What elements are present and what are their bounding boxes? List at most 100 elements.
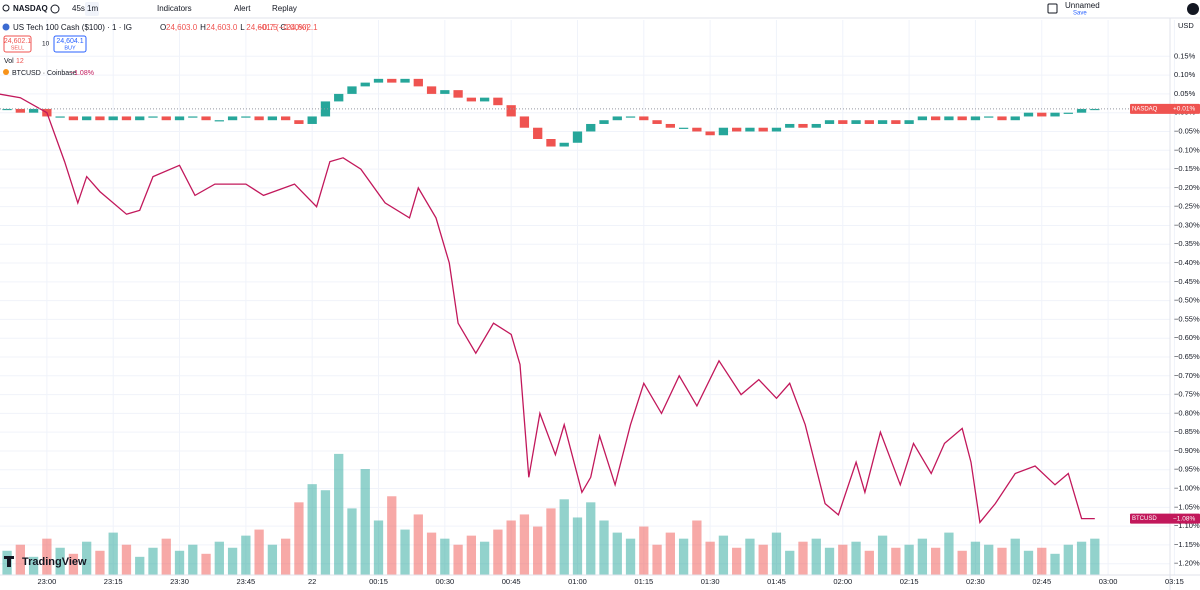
candle-body — [811, 123, 821, 128]
candle-body — [546, 139, 556, 147]
search-icon[interactable] — [2, 4, 10, 12]
candle-body — [798, 123, 808, 128]
volume-bar — [307, 484, 317, 575]
candle-body — [771, 127, 782, 132]
ohlc-key: C — [280, 23, 286, 32]
y-tick-label: −0.35% — [1174, 239, 1200, 248]
y-tick-label: −0.15% — [1174, 164, 1200, 173]
sell-price[interactable]: 24,602.1 — [4, 38, 31, 45]
volume-bar — [493, 529, 503, 575]
volume-bar — [135, 556, 145, 575]
currency[interactable]: USD — [1178, 21, 1194, 30]
y-tick-label: −0.75% — [1174, 390, 1200, 399]
candle-body — [254, 116, 264, 121]
candle-body — [612, 116, 622, 121]
x-tick-label: 02:45 — [1032, 577, 1051, 586]
sell-label[interactable]: SELL — [11, 45, 24, 51]
candle-body — [997, 116, 1007, 121]
y-tick-label: −0.45% — [1174, 277, 1200, 286]
volume-bar — [1010, 538, 1020, 575]
volume-bar — [811, 538, 821, 575]
buy-button[interactable] — [53, 35, 87, 53]
volume-bar — [28, 556, 39, 575]
candle-body — [705, 131, 715, 136]
badge-name: NASDAQ — [1132, 107, 1158, 113]
avatar[interactable] — [1187, 3, 1199, 15]
candle-body — [413, 78, 423, 87]
sell-button[interactable] — [3, 35, 32, 53]
candle-body — [692, 127, 702, 132]
symbol[interactable]: NASDAQ — [13, 4, 48, 13]
volume-bar — [546, 508, 556, 575]
candle-body — [453, 90, 463, 98]
candle-body — [586, 123, 596, 132]
x-tick-label: 01:00 — [568, 577, 587, 586]
buy-label[interactable]: BUY — [64, 45, 76, 51]
grid — [0, 20, 1175, 575]
x-tick-label: 00:15 — [369, 577, 388, 586]
volume-bar — [82, 541, 92, 575]
volume-bar — [519, 514, 530, 575]
y-tick-label: −0.30% — [1174, 220, 1200, 229]
candle-body — [1050, 112, 1060, 117]
candle-body — [108, 116, 118, 121]
indicators-button[interactable]: Indicators — [157, 4, 192, 13]
candle-body — [1063, 112, 1073, 114]
interval[interactable]: 45s — [72, 4, 85, 13]
volume-bar — [400, 529, 410, 575]
volume-bar — [678, 538, 689, 575]
price-badge — [1130, 513, 1200, 524]
volume-bar — [957, 550, 967, 575]
candle-body — [320, 101, 331, 117]
volume-bar — [42, 538, 52, 575]
y-tick-label: −0.20% — [1174, 183, 1200, 192]
volume-bar — [95, 550, 105, 575]
candle-body — [652, 120, 662, 124]
volume-bar — [161, 538, 171, 575]
volume-bar — [479, 541, 490, 575]
volume-bar — [214, 541, 224, 575]
candle-body — [479, 97, 490, 102]
volume-bar — [970, 541, 981, 575]
volume-bar — [440, 538, 450, 575]
volume-bar — [108, 532, 118, 575]
save-status[interactable]: Save — [1073, 11, 1087, 17]
y-tick-label: −0.85% — [1174, 427, 1200, 436]
volume-bar — [15, 544, 25, 575]
volume-bar — [68, 553, 79, 575]
layout-name[interactable]: Unnamed — [1065, 1, 1100, 10]
y-tick-label: −0.90% — [1174, 446, 1200, 455]
alert-button[interactable]: Alert — [234, 4, 251, 13]
candle-body — [174, 116, 185, 121]
buy-price[interactable]: 24,604.1 — [56, 38, 83, 45]
interval[interactable]: 1m — [87, 4, 98, 13]
candle-body — [95, 116, 105, 121]
candle-body — [466, 97, 477, 102]
volume-bar — [745, 538, 755, 575]
volume-bar — [891, 547, 901, 575]
layout-icon[interactable] — [1047, 3, 1058, 14]
volume-bar — [917, 538, 928, 575]
compare-name: BTCUSD · Coinbase — [12, 70, 77, 77]
candle-body — [745, 127, 755, 132]
x-tick-label: 01:45 — [767, 577, 786, 586]
y-tick-label: 0.15% — [1174, 51, 1196, 60]
candle-body — [267, 116, 278, 121]
x-tick-label: 01:15 — [634, 577, 653, 586]
axes: 0.15%0.10%0.05%0.00%−0.05%−0.10%−0.15%−0… — [37, 51, 1200, 586]
x-tick-label: 01:30 — [701, 577, 720, 586]
candle-body — [785, 123, 795, 128]
volume-bar — [188, 544, 198, 575]
candle-body — [440, 90, 450, 94]
candle-body — [519, 116, 530, 128]
y-tick-label: −1.00% — [1174, 484, 1200, 493]
y-tick-label: 0.05% — [1174, 89, 1196, 98]
candle-body — [824, 120, 835, 124]
add-symbol[interactable] — [50, 4, 60, 14]
replay-button[interactable]: Replay — [272, 4, 297, 13]
volume-bar — [705, 541, 715, 575]
y-tick-label: −0.95% — [1174, 465, 1200, 474]
vol-value: 12 — [16, 58, 24, 65]
